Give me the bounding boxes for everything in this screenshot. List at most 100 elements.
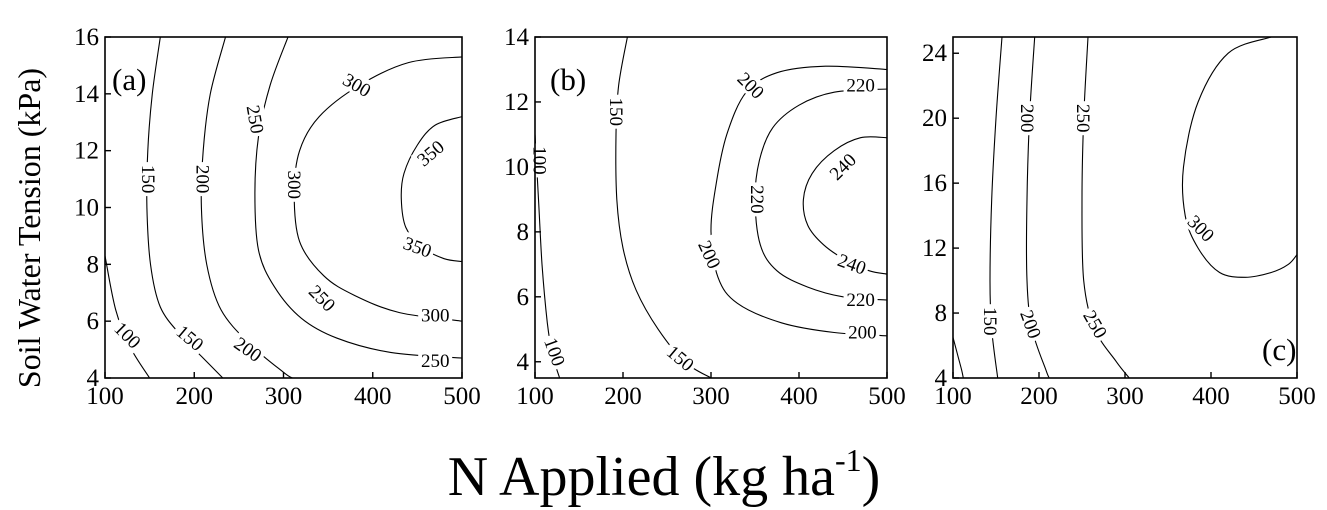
panel-letter: (c) — [1262, 332, 1296, 367]
contour-label-bg — [832, 248, 872, 279]
contour-label-bg — [303, 278, 342, 317]
contour-label-bg — [243, 100, 269, 138]
y-tick-label: 16 — [74, 24, 99, 51]
y-tick-label: 6 — [517, 284, 530, 311]
contour-label-250: 250 — [1078, 304, 1113, 344]
y-tick-label: 6 — [87, 308, 100, 335]
contour-line-200 — [710, 65, 887, 337]
contour-label-250: 250 — [303, 278, 342, 317]
contour-label-bg — [823, 147, 862, 186]
contour-label-220: 220 — [746, 182, 768, 217]
contour-label-text: 200 — [1016, 104, 1037, 133]
y-tick-label: 12 — [74, 138, 99, 165]
y-tick-label: 14 — [74, 81, 100, 108]
contour-label-text: 250 — [242, 104, 268, 136]
contour-label-100: 100 — [528, 143, 551, 178]
contour-label-bg — [747, 182, 768, 217]
x-tick-label: 300 — [1106, 383, 1144, 410]
contour-label-bg — [1073, 101, 1094, 136]
contour-label-350: 350 — [410, 134, 450, 172]
x-axis-title: N Applied (kg ha-1) — [448, 442, 881, 508]
contour-label-220: 220 — [843, 74, 878, 97]
contour-label-bg — [843, 289, 878, 310]
y-tick-label: 8 — [87, 251, 100, 278]
plot-frame — [952, 36, 1298, 379]
contour-label-300: 300 — [337, 67, 377, 102]
contour-label-bg — [193, 162, 214, 197]
contour-label-200: 200 — [693, 234, 727, 274]
contour-label-text: 220 — [846, 290, 875, 311]
y-tick-label: 14 — [504, 24, 530, 51]
contour-label-bg — [418, 349, 453, 370]
contour-label-200: 200 — [228, 330, 269, 367]
x-tick-label: 200 — [176, 383, 214, 410]
y-tick-label: 4 — [935, 365, 948, 392]
plot-frame — [104, 36, 463, 379]
contour-label-250: 250 — [242, 100, 269, 138]
contour-label-150: 150 — [137, 162, 159, 197]
x-axis-title-close: ) — [862, 446, 881, 508]
contour-label-200: 200 — [191, 162, 214, 197]
contour-line-350 — [400, 116, 462, 263]
contour-label-bg — [418, 304, 453, 325]
contour-label-text: 100 — [109, 318, 144, 353]
contour-label-bg — [693, 234, 727, 274]
y-tick-label: 10 — [504, 154, 529, 181]
contour-label-text: 200 — [191, 165, 212, 194]
contour-label-150: 150 — [979, 304, 1001, 339]
contour-label-text: 350 — [413, 137, 448, 171]
x-axis-title-superscript: -1 — [835, 442, 862, 478]
contour-label-bg — [732, 65, 771, 105]
x-tick-label: 300 — [265, 383, 303, 410]
contour-lines — [105, 37, 462, 378]
contour-label-text: 220 — [846, 76, 875, 97]
contour-line-150 — [615, 37, 712, 378]
contour-label-text: 300 — [421, 306, 450, 327]
contour-label-text: 220 — [746, 185, 767, 214]
x-tick-label: 200 — [1020, 383, 1058, 410]
y-tick-label: 12 — [504, 89, 529, 116]
contour-label-220: 220 — [843, 289, 878, 311]
y-tick-label: 12 — [922, 235, 947, 262]
contour-label-text: 150 — [605, 97, 626, 126]
x-tick-label: 200 — [604, 383, 642, 410]
contour-label-text: 300 — [283, 171, 304, 200]
panel-letter: (a) — [112, 62, 146, 97]
y-tick-label: 8 — [935, 300, 948, 327]
contour-label-text: 200 — [733, 69, 768, 104]
x-tick-label: 500 — [868, 383, 906, 410]
x-axis-title-main: N Applied (kg ha — [448, 446, 835, 508]
plot-frame — [534, 36, 888, 379]
contour-label-text: 200 — [848, 323, 877, 344]
y-tick-label: 10 — [74, 195, 99, 222]
y-tick-label: 8 — [517, 219, 530, 246]
contour-label-bg — [845, 321, 880, 342]
contour-label-text: 150 — [172, 321, 207, 355]
panel-b: 100 100 150 150 200 200 200 220 220 220 240 240 100 2… — [504, 24, 906, 410]
contour-label-240: 240 — [832, 248, 872, 280]
contour-label-text: 100 — [528, 146, 549, 175]
contour-label-bg — [170, 318, 210, 357]
x-tick-label: 400 — [354, 383, 392, 410]
contour-label-200: 200 — [1015, 304, 1047, 344]
contour-label-bg — [138, 162, 159, 197]
contour-line-100 — [105, 255, 151, 378]
x-tick-label: 300 — [692, 383, 730, 410]
contour-label-200: 200 — [845, 321, 880, 344]
contour-label-bg — [228, 330, 269, 367]
x-tick-label: 500 — [443, 383, 481, 410]
contour-label-100: 100 — [539, 332, 571, 372]
x-tick-label: 100 — [86, 383, 124, 410]
contour-label-bg — [1182, 208, 1221, 247]
x-tick-label: 400 — [1192, 383, 1230, 410]
contour-label-text: 150 — [662, 342, 697, 376]
y-axis-title: Soil Water Tension (kPa) — [11, 68, 47, 388]
x-tick-label: 100 — [516, 383, 554, 410]
contour-label-300: 300 — [418, 304, 453, 327]
contour-label-text: 240 — [826, 150, 861, 185]
contour-label-350: 350 — [398, 231, 438, 263]
contour-label-150: 150 — [170, 318, 210, 357]
contour-label-100: 100 — [108, 315, 148, 354]
contour-label-240: 240 — [823, 147, 862, 186]
contour-label-150: 150 — [605, 94, 627, 129]
